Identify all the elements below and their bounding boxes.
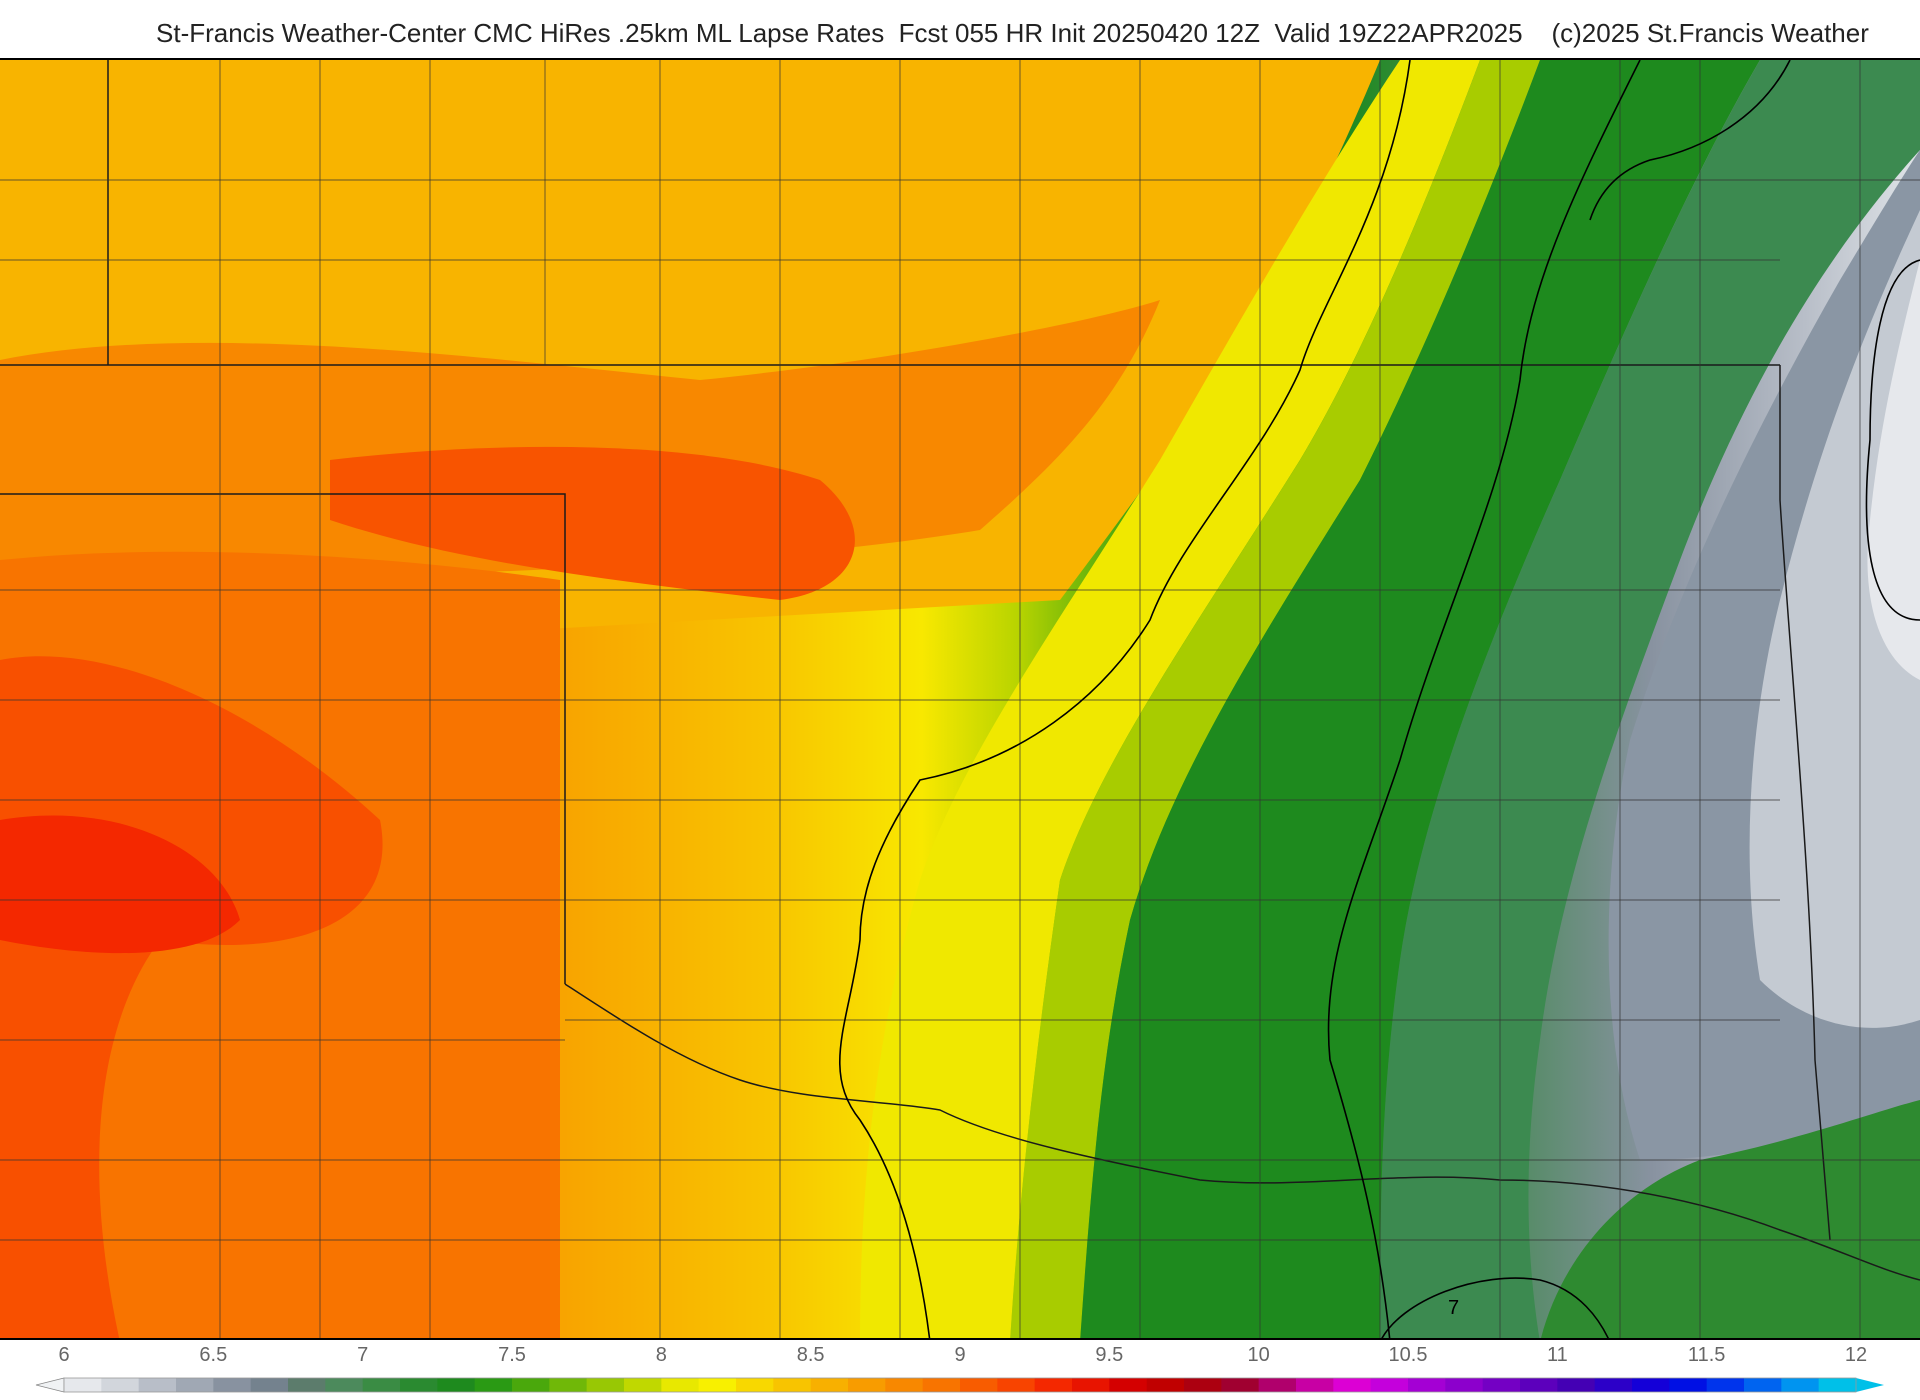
colorbar-tick-label: 11 xyxy=(1546,1344,1568,1366)
colorbar-swatch xyxy=(1557,1378,1596,1392)
state-border-arkansas xyxy=(1779,365,1831,1241)
colorbar-swatch xyxy=(250,1378,289,1392)
colorbar-swatch xyxy=(213,1378,252,1392)
colorbar-swatch xyxy=(736,1378,774,1392)
contour-label: 7 xyxy=(1448,1297,1459,1319)
colorbar-swatch xyxy=(1706,1378,1745,1392)
colorbar-swatch xyxy=(1445,1378,1484,1392)
colorbar-swatch xyxy=(1370,1378,1409,1392)
colorbar-swatch xyxy=(288,1378,326,1392)
colorbar xyxy=(35,1377,1884,1393)
colorbar-swatch xyxy=(773,1378,812,1392)
colorbar-swatch xyxy=(1818,1378,1857,1392)
colorbar-swatch xyxy=(1333,1378,1372,1392)
boundaries xyxy=(0,60,1920,1338)
colorbar-tick-labels: 6 6.5 7 7.5 8 8.5 9 9.5 10 10.5 11 11.5 12 xyxy=(0,1344,1920,1370)
colorbar-swatch xyxy=(1594,1378,1633,1392)
colorbar-swatch xyxy=(1482,1378,1521,1392)
colorbar-swatch xyxy=(997,1378,1036,1392)
contour-7-loop xyxy=(1381,1277,1609,1338)
colorbar-tick-label: 10.5 xyxy=(1388,1344,1428,1366)
field-band-east-dark-green xyxy=(1380,60,1920,1338)
county-line xyxy=(219,60,1861,1338)
colorbar-swatch xyxy=(549,1378,588,1392)
colorbar-tick-label: 6.5 xyxy=(199,1344,228,1366)
colorbar-swatch xyxy=(922,1378,961,1392)
colorbar-tick-label: 10 xyxy=(1247,1344,1270,1366)
colorbar-swatch xyxy=(362,1378,401,1392)
field-band-east-whitest xyxy=(1867,260,1920,680)
county-lines xyxy=(0,60,1920,1338)
colorbar-swatch xyxy=(1146,1378,1185,1392)
colorbar-swatch xyxy=(1258,1378,1297,1392)
colorbar-swatch xyxy=(810,1378,849,1392)
contour-lines xyxy=(839,60,1920,1338)
map-panel: 7 xyxy=(0,58,1920,1340)
colorbar-tick-label: 9.5 xyxy=(1095,1344,1124,1366)
colorbar-swatch xyxy=(138,1378,177,1392)
state-border-oklahoma-panhandle xyxy=(0,493,566,984)
map-title: St-Francis Weather-Center CMC HiRes .25k… xyxy=(156,18,1869,48)
field-band-east-green xyxy=(1080,60,1760,1338)
colorbar-max-arrow xyxy=(1856,1378,1884,1392)
colorbar-swatch xyxy=(1669,1378,1708,1392)
state-border-red-river xyxy=(564,983,1920,1281)
contour-6-east xyxy=(1589,60,1791,221)
colorbar-swatch xyxy=(1072,1378,1110,1392)
lapse-rate-field-map: 7 xyxy=(0,60,1920,1338)
colorbar-tick-label: 8 xyxy=(655,1344,667,1366)
colorbar-swatch xyxy=(1034,1378,1073,1392)
colorbar-swatch xyxy=(437,1378,476,1392)
county-line xyxy=(0,179,1920,1241)
field-band-east-light-gray xyxy=(1749,210,1920,1028)
colorbar-tick-label: 6 xyxy=(58,1344,70,1366)
field-band-southeast-green xyxy=(1541,1100,1920,1338)
colorbar-swatch xyxy=(586,1378,625,1392)
colorbar-tick-label: 7 xyxy=(357,1344,369,1366)
contour-8-5 xyxy=(839,60,1411,1338)
colorbar-swatch xyxy=(885,1378,924,1392)
colorbar-swatch xyxy=(64,1378,102,1392)
colorbar-swatch xyxy=(1632,1378,1670,1392)
colorbar-swatch xyxy=(698,1378,737,1392)
field-band-southwest-core xyxy=(0,815,240,954)
colorbar-legend: 6 6.5 7 7.5 8 8.5 9 9.5 10 10.5 11 11.5 12 xyxy=(0,1340,1920,1400)
colorbar-swatch xyxy=(101,1378,140,1392)
colorbar-swatch xyxy=(325,1378,364,1392)
colorbar-tick-label: 8.5 xyxy=(796,1344,825,1366)
field-band-central-lime xyxy=(1010,60,1540,1338)
field-band-central-red xyxy=(330,446,855,600)
colorbar-swatch xyxy=(960,1378,998,1392)
colorbar-swatch xyxy=(848,1378,886,1392)
colorbar-swatch xyxy=(474,1378,513,1392)
colorbar-swatch xyxy=(1109,1378,1148,1392)
colorbar-tick-label: 7.5 xyxy=(498,1344,526,1366)
colorbar-swatch xyxy=(400,1378,438,1392)
field-band-north-deep-orange xyxy=(0,300,1160,580)
colorbar-swatch xyxy=(1184,1378,1222,1392)
colorbar-tick-label: 12 xyxy=(1844,1344,1868,1366)
colorbar-outline xyxy=(63,1377,1857,1393)
colorbar-swatch xyxy=(1408,1378,1446,1392)
colorbar-swatch xyxy=(661,1378,700,1392)
colorbar-swatch xyxy=(512,1378,550,1392)
colorbar-swatch xyxy=(176,1378,214,1392)
colorbar-tick-label: 11.5 xyxy=(1687,1344,1726,1366)
colorbar-swatch xyxy=(1744,1378,1782,1392)
title-bar: St-Francis Weather-Center CMC HiRes .25k… xyxy=(0,0,1920,58)
contour-6-ring xyxy=(1865,259,1920,621)
colorbar-swatch xyxy=(1221,1378,1260,1392)
colorbar-swatch xyxy=(1520,1378,1558,1392)
colorbar-swatch xyxy=(624,1378,662,1392)
colorbar-swatch xyxy=(1296,1378,1334,1392)
contour-7-west xyxy=(1327,60,1641,1338)
colorbar-min-arrow xyxy=(35,1377,65,1393)
colorbar-tick-label: 9 xyxy=(954,1344,966,1366)
field-band-central-yellow xyxy=(860,60,1480,1338)
colorbar-swatch xyxy=(1781,1378,1820,1392)
